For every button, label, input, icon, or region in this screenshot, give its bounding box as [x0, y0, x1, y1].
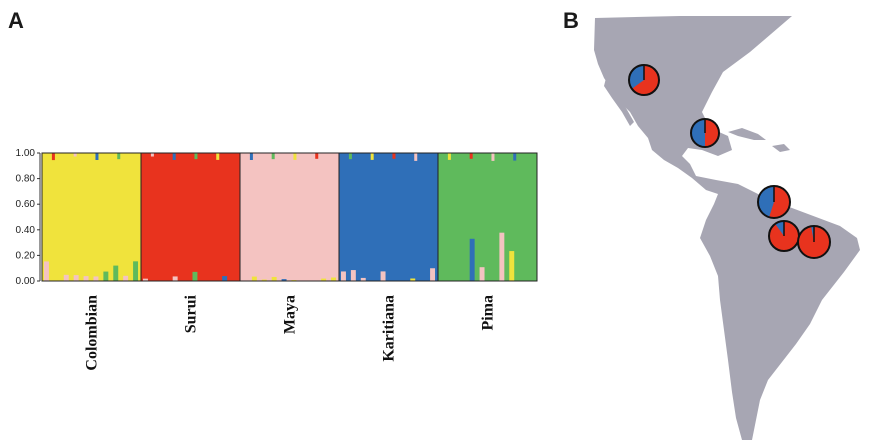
admixture-streak	[321, 278, 327, 281]
dominant-cluster-bar	[141, 153, 240, 281]
dominant-cluster-bar	[438, 153, 537, 281]
structure-plot: 0.00 0.20 0.40 0.60 0.80 1.00 Colombian Surui M…	[16, 148, 538, 371]
admixture-speck	[348, 153, 352, 160]
admixture-speck	[73, 153, 77, 157]
panel-b-label: B	[563, 8, 579, 33]
population-label-maya: Maya	[282, 295, 299, 334]
admixture-speck	[194, 153, 198, 160]
admixture-speck	[51, 153, 55, 161]
y-tick-label: 0.20	[16, 250, 36, 261]
admixture-streak	[281, 279, 287, 281]
admixture-speck	[392, 153, 396, 159]
admixture-speck	[315, 153, 319, 159]
population-block-maya	[239, 153, 339, 281]
admixture-speck	[447, 153, 451, 160]
admixture-speck	[172, 153, 176, 161]
pie-amazon-east	[797, 225, 831, 259]
baja-california	[604, 78, 634, 126]
population-label-pima: Pima	[480, 295, 497, 331]
admixture-streak	[410, 278, 416, 281]
admixture-streak	[261, 279, 267, 281]
population-bars	[41, 152, 538, 282]
admixture-streak	[479, 267, 485, 281]
population-block-karitiana	[338, 153, 438, 281]
y-tick-label: 0.80	[16, 174, 36, 185]
admixture-streak	[360, 277, 366, 281]
hispaniola-island	[772, 144, 790, 152]
admixture-streak	[340, 271, 346, 281]
dominant-cluster-bar	[240, 153, 339, 281]
admixture-streak	[73, 275, 79, 281]
pie-outline	[628, 64, 660, 96]
population-block-pima	[437, 153, 537, 281]
admixture-streak	[103, 271, 109, 281]
panel-a-label: A	[8, 8, 24, 33]
admixture-streak	[509, 251, 515, 281]
admixture-streak	[331, 277, 337, 281]
admixture-speck	[117, 153, 121, 160]
admixture-streak	[192, 271, 198, 281]
pie-amazon-south	[768, 220, 800, 252]
plot-frame	[41, 152, 538, 282]
admixture-streak	[133, 261, 139, 281]
y-tick-label: 0.40	[16, 225, 36, 236]
admixture-speck	[414, 153, 418, 161]
admixture-streak	[430, 268, 436, 281]
pie-slice-blue	[758, 186, 774, 218]
pie-southern-mexico	[690, 118, 720, 148]
pie-outline	[690, 118, 720, 148]
admixture-streak	[271, 276, 277, 281]
admixture-streak	[63, 274, 69, 281]
admixture-streak	[123, 275, 129, 281]
admixture-speck	[216, 153, 220, 160]
admixture-streak	[93, 276, 99, 281]
admixture-streak	[350, 270, 356, 281]
admixture-streak	[380, 271, 386, 281]
pie-slice-blue	[691, 119, 705, 147]
population-label-surui: Surui	[183, 294, 200, 333]
dominant-cluster-bar	[339, 153, 438, 281]
pie-amazon-west	[757, 185, 791, 219]
dominant-cluster-bar	[42, 153, 141, 281]
americas-landmass	[594, 16, 860, 440]
admixture-speck	[513, 153, 517, 161]
admixture-streak	[251, 276, 257, 281]
cuba-island	[728, 128, 766, 140]
population-labels: Colombian Surui Maya Karitiana Pima	[84, 294, 497, 370]
admixture-streak	[222, 276, 228, 281]
admixture-pies	[628, 64, 831, 259]
population-label-karitiana: Karitiana	[381, 295, 398, 362]
population-label-colombian: Colombian	[84, 295, 101, 371]
y-tick-label: 0.00	[16, 276, 36, 287]
y-tick-label: 1.00	[16, 148, 36, 159]
pie-outline	[797, 225, 831, 259]
admixture-speck	[249, 153, 253, 161]
admixture-speck	[150, 153, 154, 157]
population-block-surui	[140, 153, 240, 281]
admixture-streak	[113, 265, 119, 281]
admixture-streak	[499, 232, 505, 281]
population-block-colombian	[41, 153, 141, 281]
pie-outline	[757, 185, 791, 219]
admixture-speck	[469, 153, 473, 159]
admixture-speck	[95, 153, 99, 161]
pie-slice-blue	[775, 221, 784, 236]
admixture-streak	[43, 261, 49, 281]
admixture-streak	[142, 278, 148, 281]
admixture-streak	[172, 276, 178, 281]
admixture-speck	[370, 153, 374, 160]
admixture-speck	[271, 153, 275, 160]
admixture-streak	[469, 238, 475, 281]
y-tick-label: 0.60	[16, 199, 36, 210]
admixture-speck	[491, 153, 495, 161]
americas-map	[594, 16, 860, 440]
admixture-streak	[83, 276, 89, 281]
pie-north-mexico	[628, 64, 660, 96]
admixture-speck	[293, 153, 297, 160]
y-axis: 0.00 0.20 0.40 0.60 0.80 1.00	[16, 148, 41, 287]
